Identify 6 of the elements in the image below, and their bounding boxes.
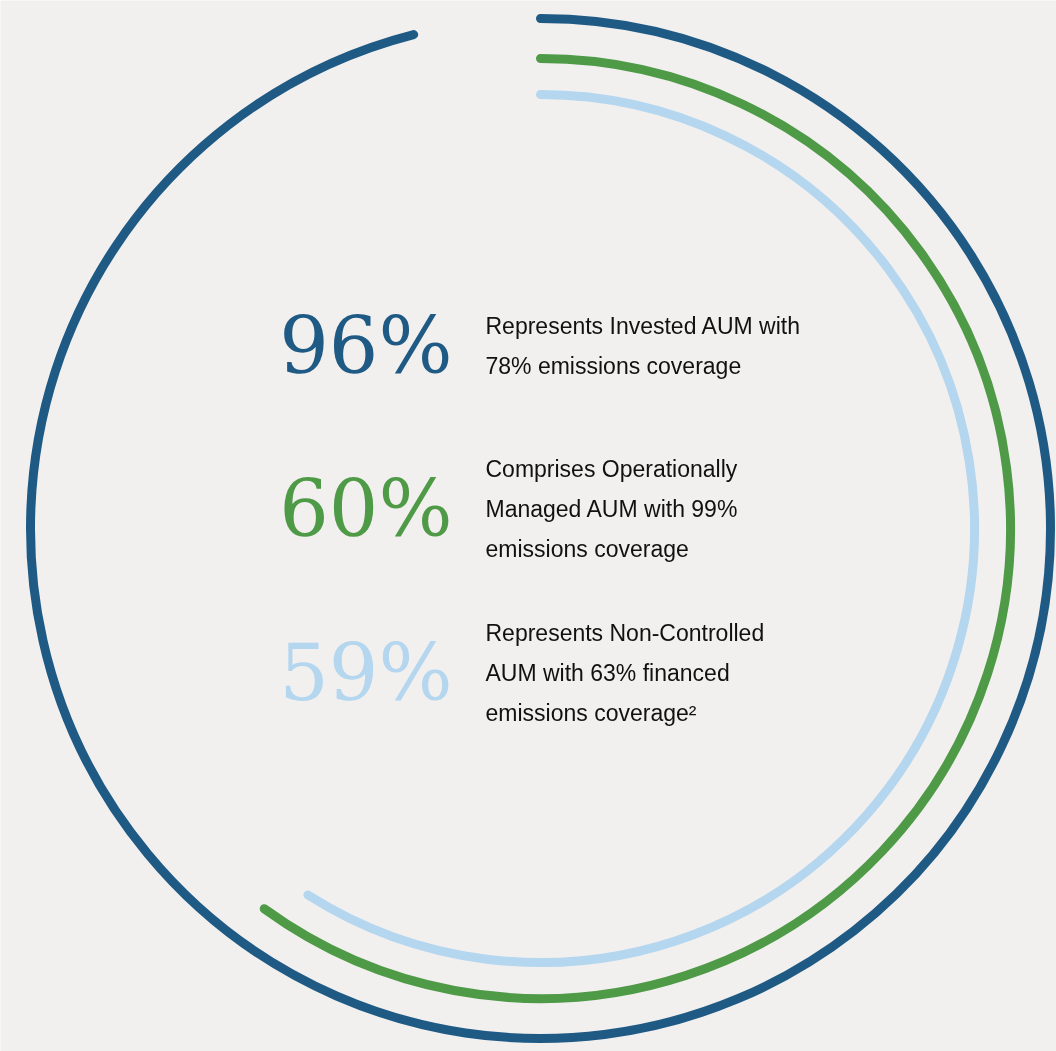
category-label: Comprises Operationally Managed AUM with 99% emissions coverage <box>485 455 738 562</box>
category-label: Represents Non-Controlled AUM with 63% financed emissions coverage² <box>485 619 765 726</box>
data-label: 60% <box>279 463 453 554</box>
category-label: Represents Invested AUM with 78% emissions coverage <box>485 312 800 379</box>
data-label: 59% <box>279 627 453 718</box>
data-label: 96% <box>279 300 453 391</box>
